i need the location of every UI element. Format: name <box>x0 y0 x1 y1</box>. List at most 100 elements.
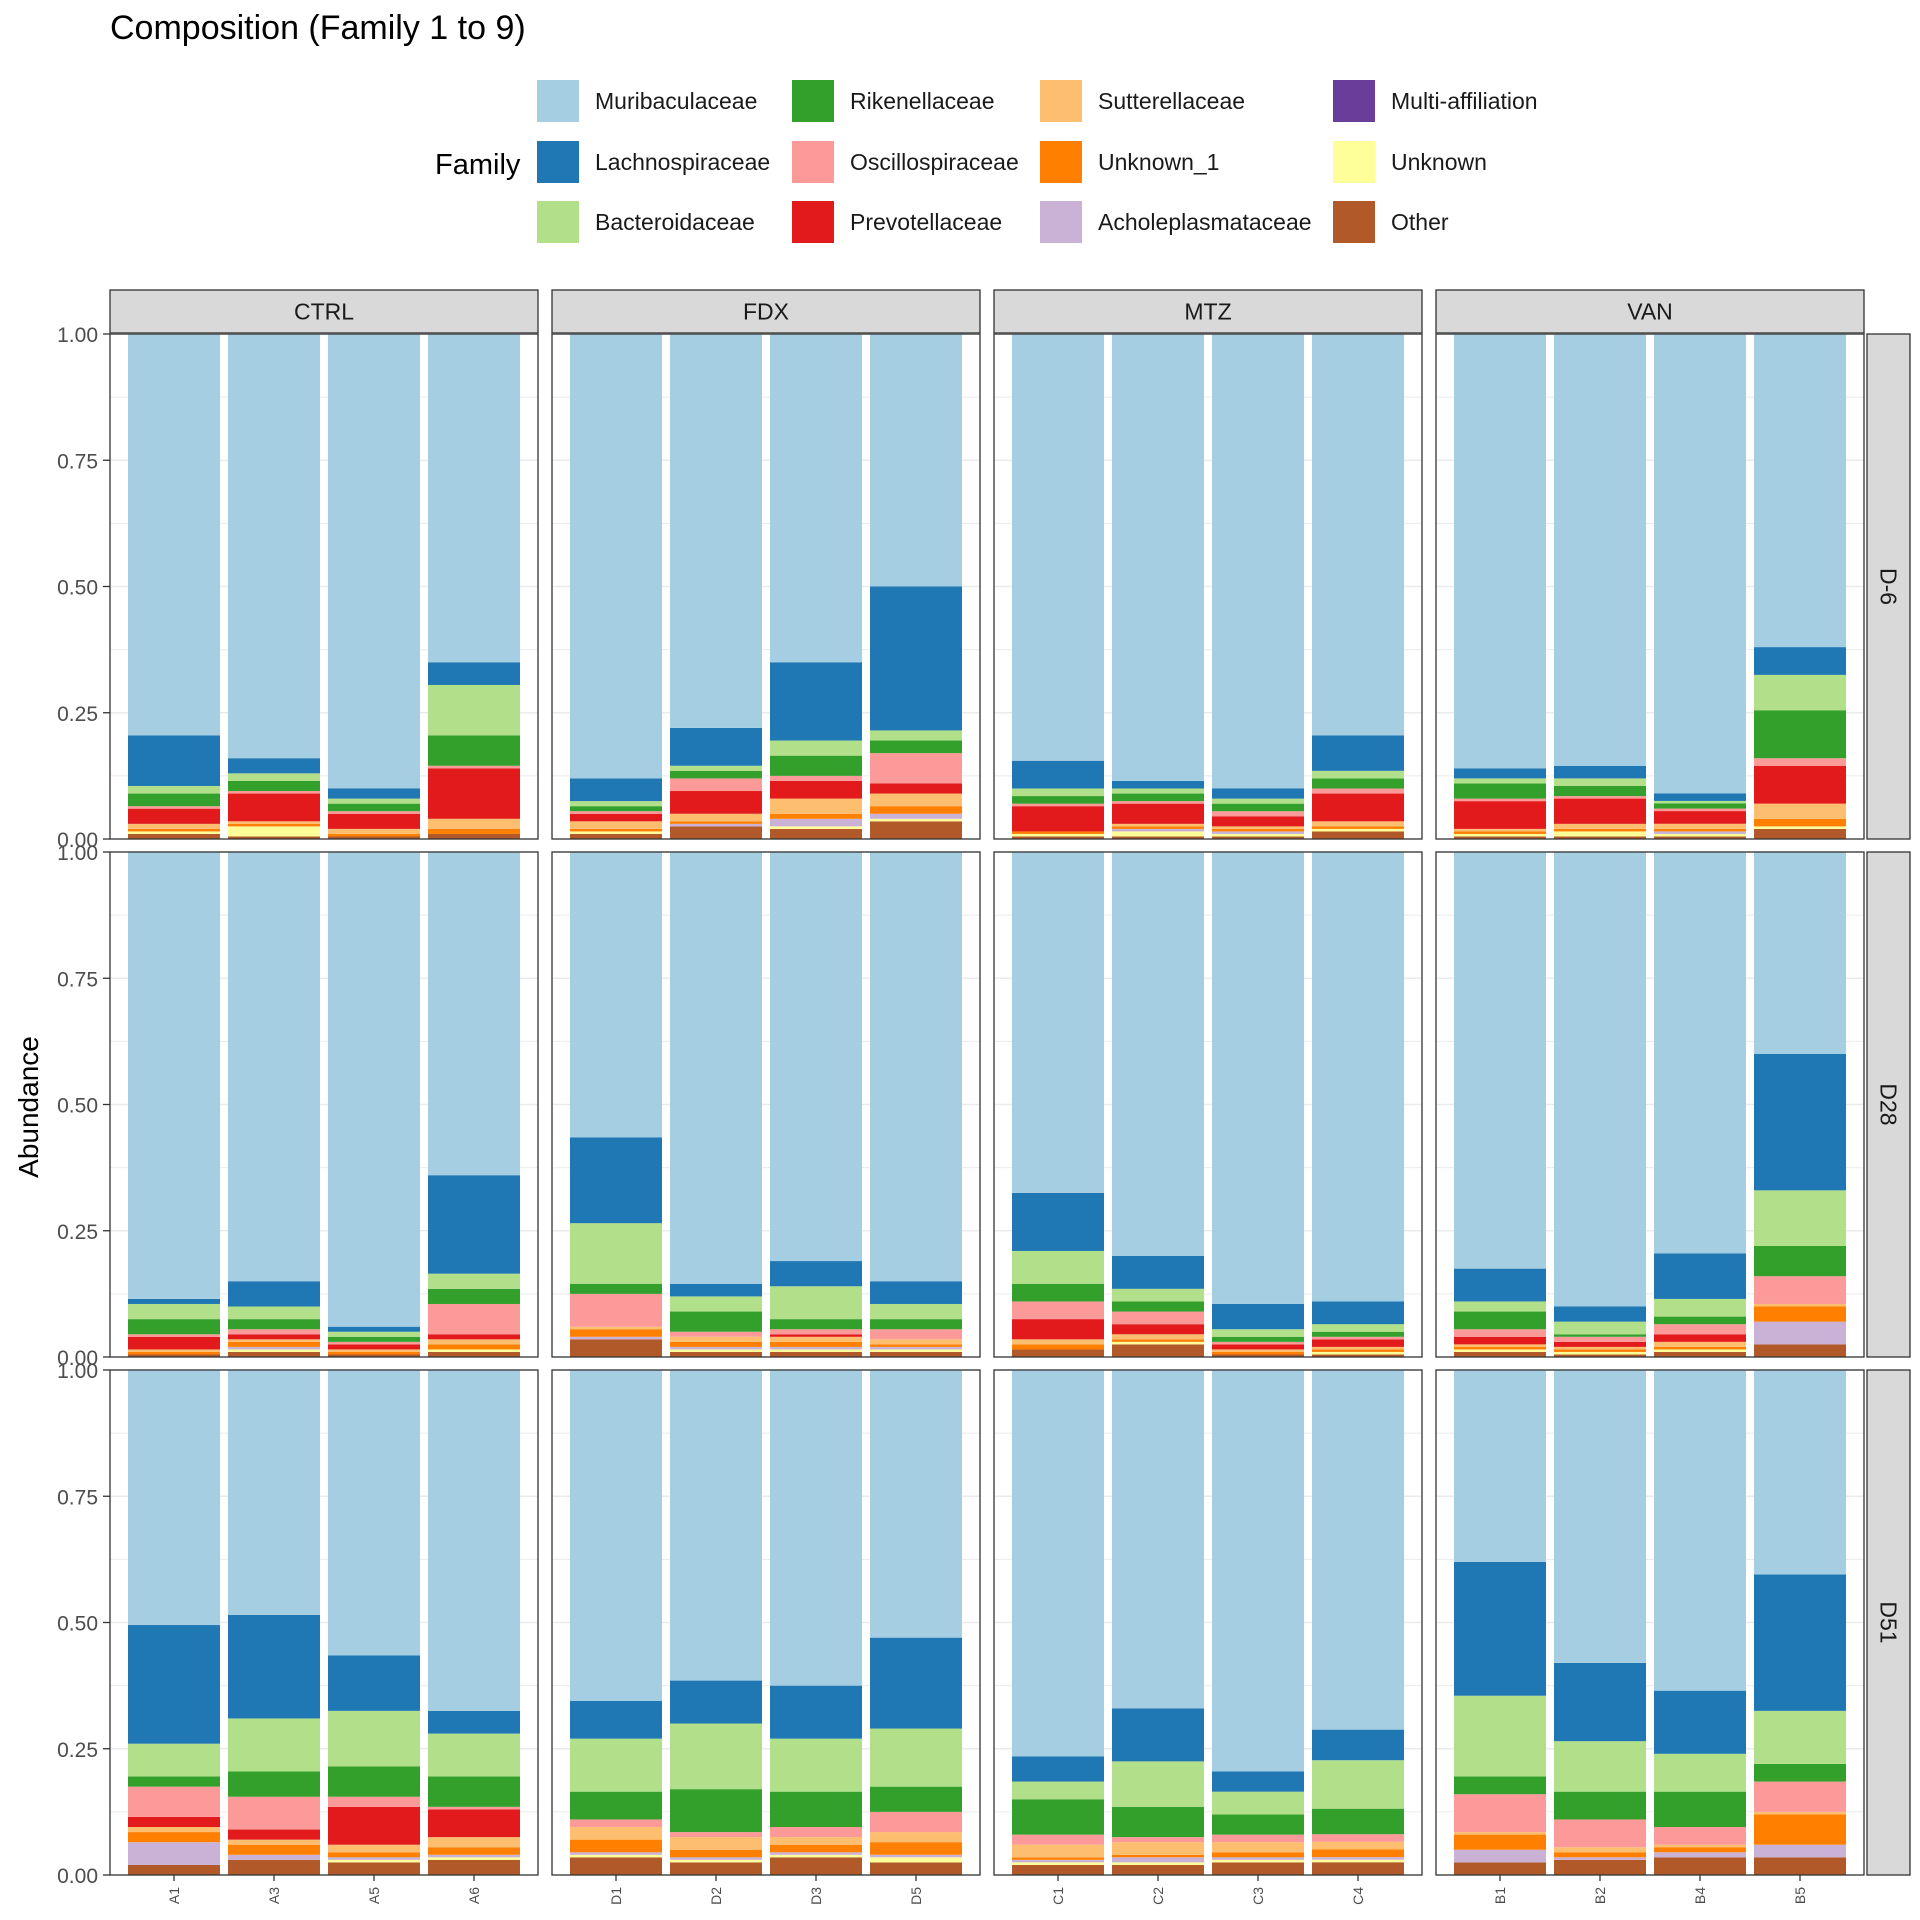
bar-segment-c1-bacteroidaceae <box>1012 1781 1104 1800</box>
bar-segment-a5-other <box>328 1862 420 1875</box>
bar-segment-a5-sutterellaceae <box>328 1349 420 1352</box>
x-tick-label-d3: D3 <box>808 1887 824 1905</box>
bar-segment-c2-sutterellaceae <box>1112 1334 1204 1340</box>
bar-segment-a5-rikenellaceae <box>328 1766 420 1797</box>
legend-label-acholeplasmataceae: Acholeplasmataceae <box>1098 209 1312 235</box>
bar-segment-a5-rikenellaceae <box>328 803 420 812</box>
legend-key-acholeplasmataceae <box>1040 201 1082 243</box>
bar-segment-c3-unknown <box>1212 833 1304 837</box>
bar-segment-a5-muribaculaceae <box>328 334 420 789</box>
bar-segment-a5-sutterellaceae <box>328 828 420 834</box>
bar-segment-d5-unknown-1 <box>870 1344 962 1347</box>
bar-segment-b1-oscillospiraceae <box>1454 1329 1546 1337</box>
bar-segment-c1-other <box>1012 1349 1104 1357</box>
bar-segment-c4-muribaculaceae <box>1312 852 1404 1302</box>
bar-segment-b4-unknown-1 <box>1654 1346 1746 1350</box>
bar-segment-c2-acholeplasmataceae <box>1112 1857 1204 1863</box>
bar-segment-a5-bacteroidaceae <box>328 1710 420 1767</box>
bar-segment-c4-unknown <box>1312 828 1404 832</box>
legend-key-unknown-1 <box>1040 141 1082 183</box>
legend-label-bacteroidaceae: Bacteroidaceae <box>595 209 755 235</box>
bar-segment-d2-prevotellaceae <box>670 791 762 814</box>
bar-segment-d1-muribaculaceae <box>570 334 662 779</box>
bar-segment-b2-bacteroidaceae <box>1554 1321 1646 1335</box>
bar-segment-c2-prevotellaceae <box>1112 803 1204 824</box>
bar-segment-b2-oscillospiraceae <box>1554 796 1646 799</box>
bar-segment-a3-sutterellaceae <box>228 1839 320 1845</box>
bar-segment-d5-bacteroidaceae <box>870 1728 962 1787</box>
bar-segment-b1-bacteroidaceae <box>1454 1695 1546 1777</box>
bar-segment-c1-prevotellaceae <box>1012 806 1104 832</box>
bar-segment-c1-acholeplasmataceae <box>1012 1859 1104 1863</box>
panel-border <box>551 851 981 1358</box>
x-tick-label-d5: D5 <box>908 1887 924 1905</box>
bar-segment-d3-bacteroidaceae <box>770 1738 862 1792</box>
bar-segment-d2-sutterellaceae <box>670 1837 762 1850</box>
bar-segment-b2-acholeplasmataceae <box>1554 1857 1646 1860</box>
row-strip-d-6 <box>1866 333 1911 840</box>
bar-segment-d1-oscillospiraceae <box>570 1293 662 1327</box>
bar-segment-a5-bacteroidaceae <box>328 1331 420 1337</box>
bar-segment-c4-rikenellaceae <box>1312 1808 1404 1835</box>
bar-segment-c1-oscillospiraceae <box>1012 1301 1104 1320</box>
bar-segment-a3-lachnospiraceae <box>228 758 320 774</box>
legend-key-sutterellaceae <box>1040 80 1082 122</box>
bar-segment-d2-lachnospiraceae <box>670 1283 762 1297</box>
bar-segment-a3-lachnospiraceae <box>228 1281 320 1307</box>
bar-segment-b5-unknown-1 <box>1754 818 1846 827</box>
bar-segment-d3-bacteroidaceae <box>770 1286 862 1320</box>
bar-segment-d1-oscillospiraceae <box>570 811 662 814</box>
bar-segment-c1-lachnospiraceae <box>1012 1756 1104 1782</box>
bar-segment-d5-rikenellaceae <box>870 1786 962 1812</box>
y-axis-title: Abundance <box>13 1036 44 1178</box>
bar-segment-a6-bacteroidaceae <box>428 684 520 736</box>
y-tick-label: 1.00 <box>57 842 98 865</box>
bar-segment-a1-sutterellaceae <box>128 1827 220 1833</box>
bar-segment-a3-sutterellaceae <box>228 821 320 824</box>
bar-segment-a3-unknown <box>228 826 320 837</box>
bar-segment-a3-bacteroidaceae <box>228 1718 320 1772</box>
bar-segment-b4-unknown <box>1654 833 1746 837</box>
bar-segment-d3-acholeplasmataceae <box>770 1346 862 1350</box>
bar-segment-a3-rikenellaceae <box>228 1771 320 1797</box>
bar-segment-c1-unknown <box>1012 1862 1104 1865</box>
bar-segment-c2-bacteroidaceae <box>1112 1761 1204 1807</box>
bar-segment-c4-other <box>1312 1862 1404 1875</box>
bar-segment-d5-unknown <box>870 818 962 822</box>
bar-segment-b1-lachnospiraceae <box>1454 768 1546 779</box>
bar-segment-b2-other <box>1554 836 1646 839</box>
bar-segment-d3-unknown <box>770 826 862 829</box>
bar-segment-c3-sutterellaceae <box>1212 1842 1304 1853</box>
bar-segment-a1-other <box>128 1864 220 1875</box>
bar-segment-d2-lachnospiraceae <box>670 727 762 766</box>
bar-segment-d1-sutterellaceae <box>570 1827 662 1840</box>
legend-key-rikenellaceae <box>792 80 834 122</box>
bar-segment-b2-sutterellaceae <box>1554 1346 1646 1350</box>
bar-segment-a5-oscillospiraceae <box>328 1341 420 1345</box>
bar-segment-b1-rikenellaceae <box>1454 1776 1546 1795</box>
bar-segment-d1-unknown-1 <box>570 828 662 832</box>
bar-segment-a1-muribaculaceae <box>128 852 220 1299</box>
legend-label-unknown-1: Unknown_1 <box>1098 149 1219 175</box>
bar-segment-c3-rikenellaceae <box>1212 1336 1304 1342</box>
bar-segment-a1-other <box>128 833 220 839</box>
bar-segment-a1-lachnospiraceae <box>128 1298 220 1304</box>
bar-segment-a6-rikenellaceae <box>428 735 520 766</box>
bar-segment-b1-other <box>1454 836 1546 839</box>
bar-segment-c4-bacteroidaceae <box>1312 1324 1404 1332</box>
bar-segment-a1-prevotellaceae <box>128 1336 220 1350</box>
panel-mtz-d-6 <box>993 333 1423 840</box>
row-label-d-6: D-6 <box>1876 568 1902 605</box>
legend-key-unknown <box>1333 141 1375 183</box>
bar-segment-d1-sutterellaceae <box>570 821 662 829</box>
bar-segment-c3-oscillospiraceae <box>1212 1834 1304 1843</box>
bar-segment-d3-rikenellaceae <box>770 1791 862 1828</box>
bar-segment-d3-acholeplasmataceae <box>770 818 862 827</box>
bar-segment-c2-unknown-1 <box>1112 826 1204 829</box>
facet-strip-van <box>1435 289 1865 334</box>
bar-segment-d1-sutterellaceae <box>570 1326 662 1330</box>
panel-fdx-d-6 <box>551 333 981 840</box>
x-tick-label-a3: A3 <box>266 1887 282 1904</box>
bar-segment-c3-bacteroidaceae <box>1212 1329 1304 1337</box>
bar-segment-b5-sutterellaceae <box>1754 803 1846 819</box>
